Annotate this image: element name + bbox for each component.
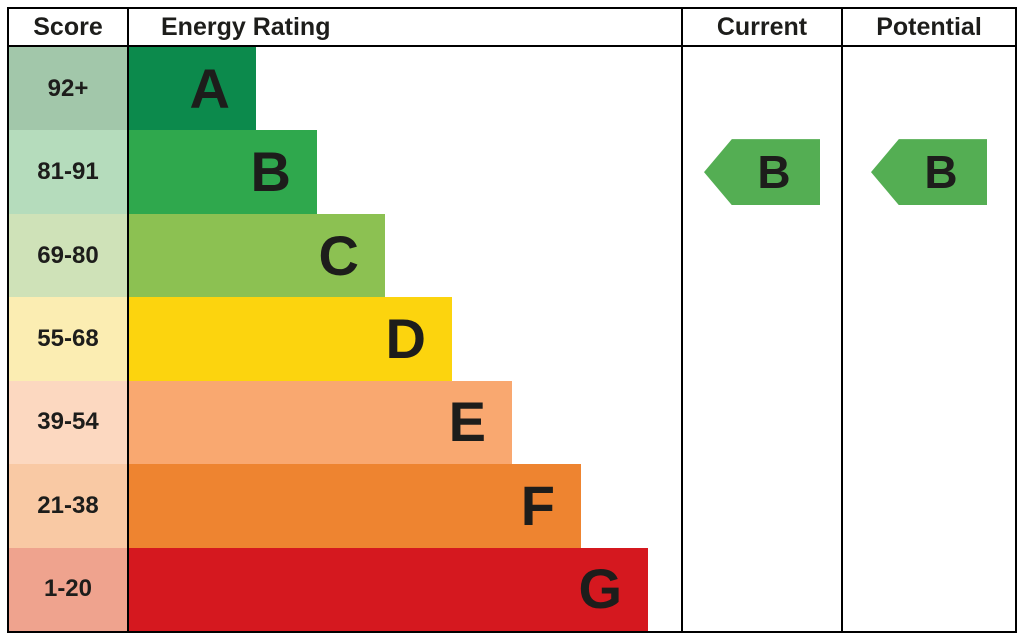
band-row-A: A	[129, 47, 681, 131]
potential-cell-F	[843, 464, 1015, 547]
band-bar-G: G	[129, 547, 648, 631]
potential-cell-A	[843, 47, 1015, 130]
band-bar-A: A	[129, 47, 256, 131]
score-cell-A: 92+	[9, 47, 127, 131]
score-header: Score	[9, 9, 127, 47]
score-cell-F: 21-38	[9, 464, 127, 548]
band-letter-F: F	[520, 473, 555, 537]
band-bar-C: C	[129, 213, 385, 298]
score-column: Score 92+ 81-91 69-80 55-68 39-54 21-38 1-20	[9, 9, 129, 631]
current-cell-F	[683, 464, 841, 547]
potential-column: Potential B	[843, 9, 1015, 631]
potential-cell-C	[843, 214, 1015, 297]
potential-header: Potential	[843, 9, 1015, 47]
current-column: Current B	[683, 9, 843, 631]
band-row-D: D	[129, 297, 681, 381]
potential-rating-letter: B	[924, 146, 958, 199]
epc-rating-chart: Score 92+ 81-91 69-80 55-68 39-54 21-38 1-20 E…	[7, 7, 1017, 633]
current-cell-D	[683, 297, 841, 380]
band-row-G: G	[129, 547, 681, 631]
current-rating-arrow: B	[704, 139, 820, 206]
band-row-C: C	[129, 213, 681, 298]
current-header: Current	[683, 9, 841, 47]
current-cell-E	[683, 381, 841, 464]
score-cells: 92+ 81-91 69-80 55-68 39-54 21-38 1-20	[9, 47, 127, 631]
potential-cell-B: B	[843, 130, 1015, 213]
current-cell-A	[683, 47, 841, 130]
potential-cell-E	[843, 381, 1015, 464]
band-letter-A: A	[189, 56, 230, 120]
potential-rows: B	[843, 47, 1015, 631]
potential-cell-G	[843, 548, 1015, 631]
energy-rating-header: Energy Rating	[129, 9, 681, 47]
score-cell-B: 81-91	[9, 130, 127, 214]
score-cell-C: 69-80	[9, 213, 127, 298]
band-bar-B: B	[129, 130, 317, 214]
band-row-E: E	[129, 380, 681, 465]
band-row-B: B	[129, 130, 681, 214]
band-letter-G: G	[578, 557, 622, 621]
current-rows: B	[683, 47, 841, 631]
band-letter-E: E	[448, 390, 486, 454]
band-bar-F: F	[129, 464, 581, 548]
potential-cell-D	[843, 297, 1015, 380]
current-cell-C	[683, 214, 841, 297]
current-cell-B: B	[683, 130, 841, 213]
current-cell-G	[683, 548, 841, 631]
band-letter-C: C	[318, 223, 359, 287]
band-bar-D: D	[129, 297, 452, 381]
band-row-F: F	[129, 464, 681, 548]
band-letter-B: B	[250, 140, 291, 204]
potential-rating-arrow: B	[871, 139, 987, 206]
band-letter-D: D	[385, 306, 426, 370]
score-cell-G: 1-20	[9, 547, 127, 631]
score-cell-E: 39-54	[9, 380, 127, 465]
band-bar-E: E	[129, 380, 512, 465]
current-rating-letter: B	[757, 146, 791, 199]
score-cell-D: 55-68	[9, 297, 127, 381]
